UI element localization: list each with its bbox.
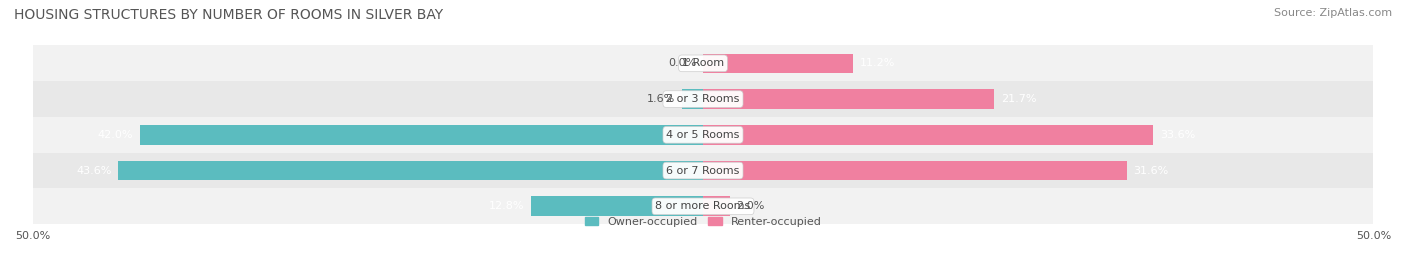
Text: 11.2%: 11.2%: [860, 58, 896, 68]
Bar: [32, 189, 1374, 224]
Text: 6 or 7 Rooms: 6 or 7 Rooms: [666, 166, 740, 176]
Text: 42.0%: 42.0%: [97, 130, 134, 140]
Text: 33.6%: 33.6%: [1160, 130, 1195, 140]
Text: 0.0%: 0.0%: [668, 58, 696, 68]
Bar: [32, 153, 1374, 189]
Bar: [703, 89, 994, 109]
Text: 21.7%: 21.7%: [1001, 94, 1036, 104]
Text: 12.8%: 12.8%: [489, 201, 524, 211]
Bar: [703, 54, 853, 73]
Bar: [682, 89, 703, 109]
Text: HOUSING STRUCTURES BY NUMBER OF ROOMS IN SILVER BAY: HOUSING STRUCTURES BY NUMBER OF ROOMS IN…: [14, 8, 443, 22]
Bar: [703, 196, 730, 216]
Text: 2 or 3 Rooms: 2 or 3 Rooms: [666, 94, 740, 104]
Bar: [139, 125, 703, 145]
Text: 31.6%: 31.6%: [1133, 166, 1168, 176]
Bar: [703, 125, 1153, 145]
Text: Source: ZipAtlas.com: Source: ZipAtlas.com: [1274, 8, 1392, 18]
Bar: [531, 196, 703, 216]
Text: 2.0%: 2.0%: [737, 201, 765, 211]
Text: 8 or more Rooms: 8 or more Rooms: [655, 201, 751, 211]
Text: 43.6%: 43.6%: [76, 166, 111, 176]
Bar: [703, 161, 1126, 180]
Text: 1 Room: 1 Room: [682, 58, 724, 68]
Bar: [32, 81, 1374, 117]
Text: 1.6%: 1.6%: [647, 94, 675, 104]
Bar: [32, 45, 1374, 81]
Bar: [118, 161, 703, 180]
Text: 4 or 5 Rooms: 4 or 5 Rooms: [666, 130, 740, 140]
Legend: Owner-occupied, Renter-occupied: Owner-occupied, Renter-occupied: [581, 213, 825, 232]
Bar: [32, 117, 1374, 153]
